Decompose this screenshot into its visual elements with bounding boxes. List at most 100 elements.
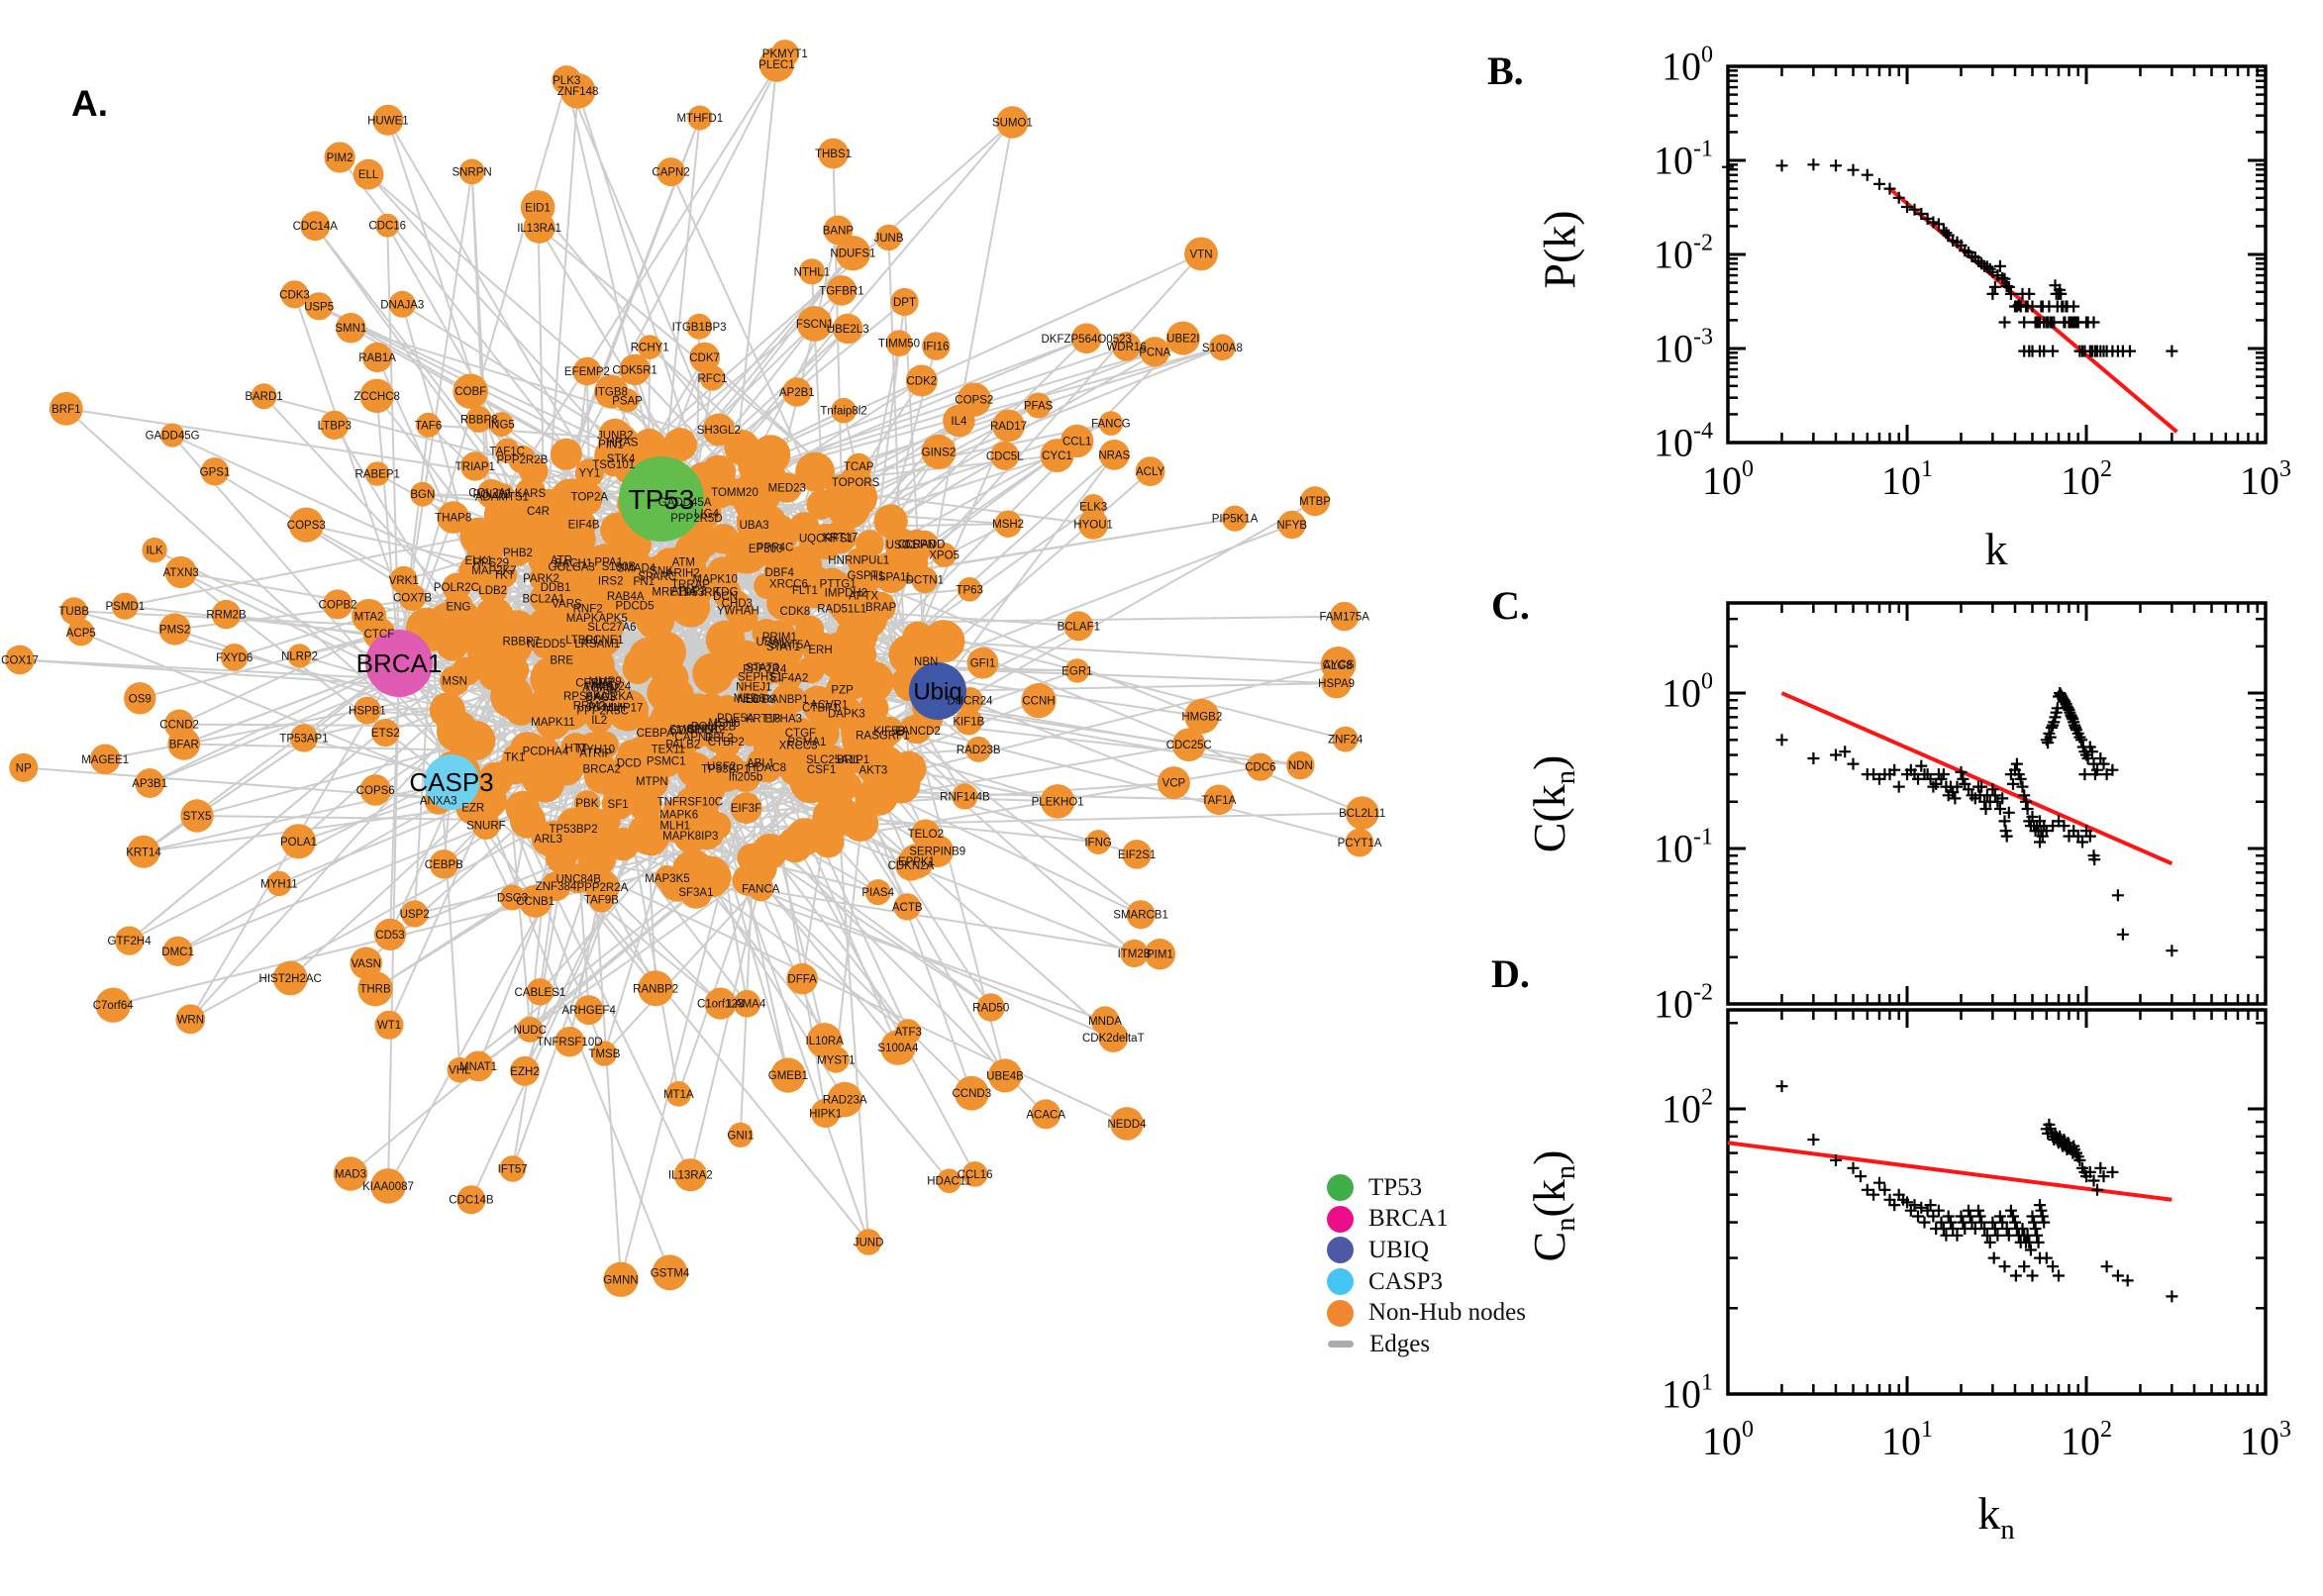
network-core-node <box>662 428 697 462</box>
network-node <box>458 158 485 185</box>
network-node <box>1060 424 1094 458</box>
network-node <box>439 665 470 696</box>
network-node <box>499 884 526 911</box>
fit-line <box>1780 691 2173 866</box>
network-node <box>1222 505 1249 532</box>
network-node <box>748 875 774 902</box>
network-node-label: CDC25C <box>1166 740 1212 751</box>
network-node <box>808 755 835 783</box>
network-node-label: SH3GL2 <box>697 425 741 437</box>
network-node-label: NRAS <box>1098 449 1130 461</box>
network-node <box>922 332 951 360</box>
hub-node-brca1 <box>365 630 433 697</box>
data-point <box>2018 789 2031 802</box>
network-node <box>502 745 528 769</box>
network-node-label: FXYD6 <box>216 652 252 664</box>
data-point <box>2051 702 2064 715</box>
network-node-label: PTHLH <box>588 702 626 714</box>
data-point <box>2091 763 2103 776</box>
data-point <box>2010 757 2023 770</box>
network-node-label: RAD50 <box>972 1003 1009 1015</box>
network-edge <box>937 682 1337 692</box>
network-node-label: KIAA0087 <box>362 1181 414 1193</box>
data-point <box>1978 1223 1991 1235</box>
network-node-label: CCND2 <box>159 720 199 732</box>
network-node <box>776 664 802 691</box>
network-node <box>1203 784 1235 816</box>
network-node-label: ALG8 <box>1323 660 1352 672</box>
network-node-label: PZP <box>831 684 854 696</box>
network-node-label: SF1 <box>608 799 629 811</box>
network-node-label: OS9 <box>129 693 152 705</box>
network-core-node <box>855 786 883 815</box>
network-node <box>280 824 317 859</box>
network-core-node <box>835 771 861 799</box>
network-node <box>488 482 516 511</box>
network-node <box>603 1261 639 1298</box>
network-core-node <box>497 512 532 547</box>
network-node-label: SLC25A11 <box>806 754 860 766</box>
panel-c-label: C. <box>1491 583 1530 628</box>
network-node-label: TMSB <box>588 1048 620 1060</box>
legend-item-brca1: BRCA1 <box>1327 1204 1526 1236</box>
data-point <box>1983 262 1996 275</box>
network-node <box>531 736 560 765</box>
network-node-label: CABLES1 <box>515 987 566 999</box>
network-node-label: IL4 <box>951 416 967 428</box>
network-node-label: RRM2 <box>573 701 606 713</box>
plot-panel-c <box>1726 601 2268 1006</box>
network-node-label: FANCD2 <box>895 726 940 738</box>
yaxis-label-pk: P(k) <box>1534 210 1585 289</box>
network-node <box>768 632 798 661</box>
data-point <box>2036 1210 2049 1223</box>
network-node-label: STAT1 <box>766 642 800 653</box>
network-node-label: MAPK11 <box>531 717 575 729</box>
network-node-label: UBE2L3 <box>827 324 869 336</box>
network-core-node <box>429 692 465 729</box>
network-node-label: XRCC3 <box>779 741 818 752</box>
network-node-label: CDC14A <box>293 221 339 233</box>
network-node <box>747 702 779 735</box>
data-point <box>2016 780 2029 793</box>
network-core-node <box>714 623 745 653</box>
network-node-label: DNAJA3 <box>380 299 424 311</box>
network-node-label: EIF4A2 <box>770 673 808 685</box>
network-node <box>911 819 941 848</box>
network-node-label: IMPDH2 <box>825 587 867 599</box>
network-node-label: CDC5L <box>986 450 1024 462</box>
data-point <box>2048 316 2061 329</box>
data-point <box>1993 259 2006 272</box>
network-node-label: TELO2 <box>908 829 944 841</box>
network-node-label: MAPK10 <box>693 574 738 586</box>
network-node <box>802 632 839 667</box>
xaxis-label-k: k <box>1984 524 2008 574</box>
data-point <box>2000 830 2013 843</box>
network-node <box>858 754 889 785</box>
data-point <box>1888 763 1901 776</box>
network-node-label: IL2 <box>591 715 607 727</box>
network-node <box>1157 766 1190 800</box>
network-node <box>782 377 812 407</box>
network-node <box>921 434 957 469</box>
data-point <box>2004 287 2017 300</box>
network-node <box>95 987 131 1023</box>
network-node-label: ZNF148 <box>557 86 599 98</box>
network-edge <box>937 453 1116 692</box>
network-node-label: UQCRFS1 <box>799 534 854 546</box>
network-node-label: CAPN2 <box>652 167 689 179</box>
network-node <box>724 596 753 625</box>
data-point <box>2068 300 2080 313</box>
network-node-label: MAPK6 <box>659 810 698 822</box>
network-node-label: APTX <box>849 591 878 603</box>
legend-label: Edges <box>1369 1330 1431 1357</box>
network-node <box>1184 237 1218 271</box>
data-point <box>1975 780 1988 793</box>
network-node <box>652 1254 688 1291</box>
network-core-node <box>652 659 689 697</box>
hub-node-tp53 <box>619 456 704 542</box>
network-node-label: RANBP1 <box>762 694 808 706</box>
network-node-label: SPARC <box>638 571 676 583</box>
y-tick-label: 101 <box>1662 1369 1713 1417</box>
